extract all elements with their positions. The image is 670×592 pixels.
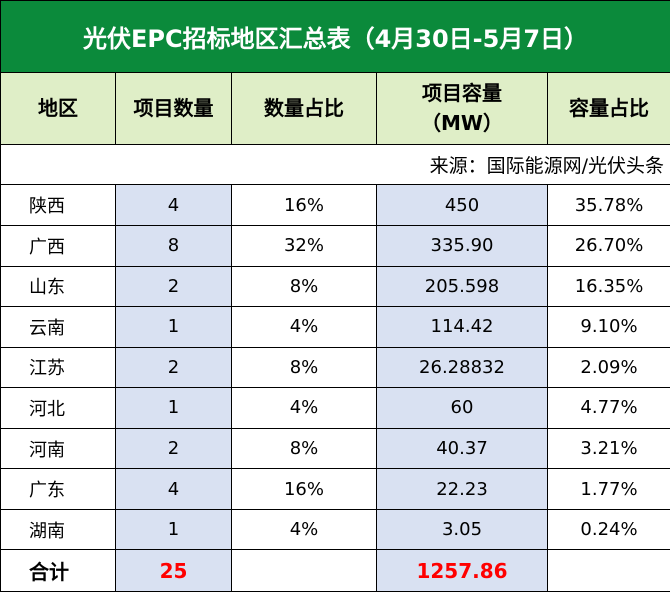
source-note: 来源：国际能源网/光伏头条 — [0, 143, 670, 186]
total-row: 合计 25 1257.86 — [0, 549, 670, 592]
region-cell: 河北 — [0, 387, 116, 429]
count-share-cell: 8% — [231, 427, 377, 470]
total-count-share-empty — [231, 549, 377, 592]
region-cell: 湖南 — [0, 508, 116, 551]
count-cell: 8 — [115, 225, 232, 267]
region-cell: 广东 — [0, 468, 116, 510]
header-count-share: 数量占比 — [231, 71, 377, 145]
region-cell: 云南 — [0, 306, 116, 348]
count-cell: 2 — [115, 427, 232, 470]
capacity-share-cell: 0.24% — [546, 508, 670, 551]
count-share-cell: 4% — [231, 508, 377, 551]
table-title: 光伏EPC招标地区汇总表（4月30日-5月7日） — [0, 0, 670, 73]
header-capacity-share: 容量占比 — [546, 71, 670, 145]
header-capacity-line2: （MW） — [421, 111, 503, 136]
count-cell: 2 — [115, 265, 232, 308]
region-cell: 山东 — [0, 265, 116, 308]
header-row: 地区 项目数量 数量占比 项目容量 （MW） 容量占比 — [0, 71, 670, 145]
capacity-cell: 335.90 — [376, 225, 548, 267]
region-cell: 江苏 — [0, 346, 116, 389]
header-count: 项目数量 — [115, 71, 232, 145]
capacity-share-cell: 9.10% — [546, 306, 670, 348]
region-cell: 广西 — [0, 225, 116, 267]
count-share-cell: 8% — [231, 346, 377, 389]
count-cell: 1 — [115, 508, 232, 551]
table-row: 河北 1 4% 60 4.77% — [0, 387, 670, 429]
table-row: 广西 8 32% 335.90 26.70% — [0, 225, 670, 267]
header-region: 地区 — [0, 71, 116, 145]
table-row: 湖南 1 4% 3.05 0.24% — [0, 508, 670, 551]
table-row: 云南 1 4% 114.42 9.10% — [0, 306, 670, 348]
count-share-cell: 16% — [231, 184, 377, 227]
header-capacity: 项目容量 （MW） — [376, 71, 548, 145]
total-label: 合计 — [0, 549, 116, 592]
capacity-cell: 40.37 — [376, 427, 548, 470]
capacity-share-cell: 4.77% — [546, 387, 670, 429]
total-capacity-share-empty — [546, 549, 670, 592]
title-row: 光伏EPC招标地区汇总表（4月30日-5月7日） — [0, 0, 670, 73]
capacity-cell: 60 — [376, 387, 548, 429]
count-share-cell: 8% — [231, 265, 377, 308]
table-row: 江苏 2 8% 26.28832 2.09% — [0, 346, 670, 389]
count-share-cell: 16% — [231, 468, 377, 510]
region-cell: 河南 — [0, 427, 116, 470]
header-capacity-line1: 项目容量 — [422, 81, 502, 106]
count-cell: 4 — [115, 184, 232, 227]
capacity-share-cell: 3.21% — [546, 427, 670, 470]
count-cell: 1 — [115, 306, 232, 348]
capacity-share-cell: 35.78% — [546, 184, 670, 227]
capacity-share-cell: 2.09% — [546, 346, 670, 389]
count-cell: 1 — [115, 387, 232, 429]
count-cell: 4 — [115, 468, 232, 510]
table-row: 陕西 4 16% 450 35.78% — [0, 184, 670, 227]
capacity-share-cell: 26.70% — [546, 225, 670, 267]
region-cell: 陕西 — [0, 184, 116, 227]
table-row: 广东 4 16% 22.23 1.77% — [0, 468, 670, 510]
capacity-cell: 22.23 — [376, 468, 548, 510]
count-cell: 2 — [115, 346, 232, 389]
count-share-cell: 4% — [231, 306, 377, 348]
count-share-cell: 32% — [231, 225, 377, 267]
capacity-cell: 26.28832 — [376, 346, 548, 389]
capacity-share-cell: 16.35% — [546, 265, 670, 308]
capacity-cell: 205.598 — [376, 265, 548, 308]
table-row: 河南 2 8% 40.37 3.21% — [0, 427, 670, 470]
capacity-cell: 114.42 — [376, 306, 548, 348]
capacity-share-cell: 1.77% — [546, 468, 670, 510]
total-capacity: 1257.86 — [376, 549, 548, 592]
capacity-cell: 450 — [376, 184, 548, 227]
total-count: 25 — [115, 549, 232, 592]
capacity-cell: 3.05 — [376, 508, 548, 551]
count-share-cell: 4% — [231, 387, 377, 429]
source-row: 来源：国际能源网/光伏头条 — [0, 143, 670, 186]
table-row: 山东 2 8% 205.598 16.35% — [0, 265, 670, 308]
